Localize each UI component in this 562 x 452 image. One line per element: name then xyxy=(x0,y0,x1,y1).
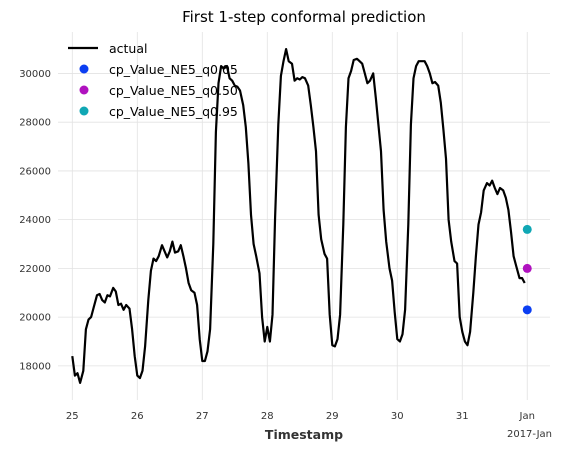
grid xyxy=(58,32,550,400)
legend-label-q095: cp_Value_NE5_q0.95 xyxy=(109,104,238,119)
data-point-cp_Value_NE5_q0.50 xyxy=(522,263,532,273)
data-point-cp_Value_NE5_q0.95 xyxy=(522,224,532,234)
y-tick-label: 18000 xyxy=(19,361,51,372)
legend-marker-q095 xyxy=(79,106,89,116)
y-tick-label: 30000 xyxy=(19,69,51,80)
y-tick-label: 26000 xyxy=(19,166,51,177)
legend-marker-q005 xyxy=(79,64,89,74)
x-tick-label: Jan xyxy=(519,411,535,422)
legend-label-q050: cp_Value_NE5_q0.50 xyxy=(109,83,238,98)
x-tick-label: 31 xyxy=(456,411,469,422)
x-tick-label: 25 xyxy=(66,411,79,422)
y-tick-label: 22000 xyxy=(19,264,51,275)
legend-label-q005: cp_Value_NE5_q0.05 xyxy=(109,62,238,77)
x-offset-label: 2017-Jan xyxy=(507,429,552,440)
legend: actual cp_Value_NE5_q0.05 cp_Value_NE5_q… xyxy=(68,41,238,119)
data-point-cp_Value_NE5_q0.05 xyxy=(522,305,532,315)
y-tick-label: 20000 xyxy=(19,313,51,324)
legend-label-actual: actual xyxy=(109,41,148,56)
legend-marker-q050 xyxy=(79,85,89,95)
series-line-actual xyxy=(71,48,526,384)
x-tick-label: 26 xyxy=(131,411,144,422)
chart-title: First 1-step conformal prediction xyxy=(182,8,426,26)
series xyxy=(71,48,532,384)
x-tick-label: 30 xyxy=(391,411,404,422)
tick-labels: 25 26 27 28 29 30 31 Jan 18000 20000 22000 24000 260… xyxy=(19,69,535,422)
x-tick-label: 28 xyxy=(261,411,274,422)
x-axis-label: Timestamp xyxy=(265,427,343,442)
y-tick-label: 28000 xyxy=(19,118,51,129)
y-tick-label: 24000 xyxy=(19,215,51,226)
x-tick-label: 29 xyxy=(326,411,339,422)
x-tick-label: 27 xyxy=(196,411,209,422)
